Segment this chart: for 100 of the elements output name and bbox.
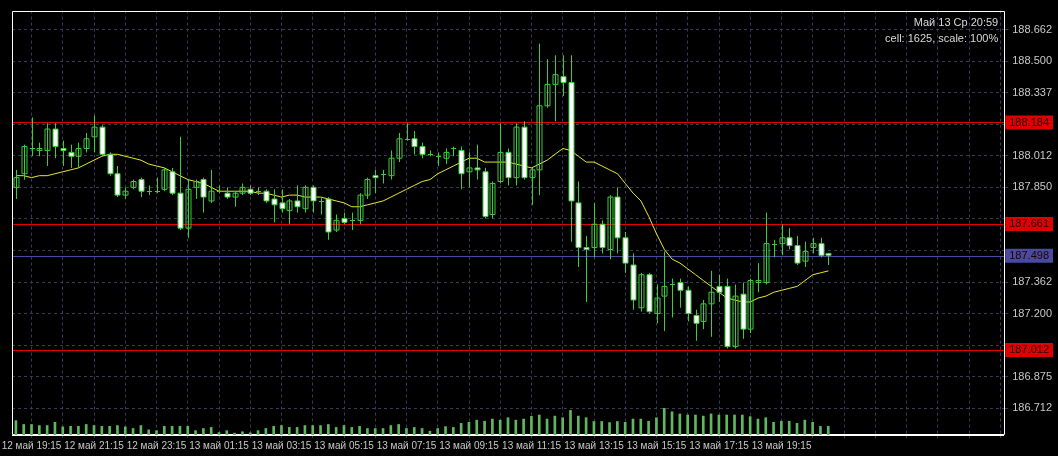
bar — [22, 424, 26, 435]
bar — [819, 426, 822, 435]
bar — [522, 418, 525, 435]
bar — [608, 422, 611, 435]
candlestick — [435, 151, 442, 167]
bar — [358, 426, 361, 435]
bar — [186, 426, 190, 435]
y-tick-label: 187.200 — [1012, 306, 1052, 319]
bar — [209, 427, 213, 435]
x-tick-label: 13 май 13:15 — [564, 439, 625, 451]
x-tick-label: 13 май 03:15 — [251, 439, 312, 451]
ref-line-label: 187.012 — [1009, 343, 1049, 356]
candlestick — [21, 144, 28, 181]
bar — [780, 420, 783, 435]
bar — [194, 430, 197, 435]
bar — [498, 419, 502, 435]
bar — [30, 424, 33, 435]
bar — [116, 425, 119, 435]
x-tick-label: 13 май 17:15 — [689, 439, 750, 451]
x-tick-label: 13 май 11:15 — [502, 439, 562, 451]
bar — [287, 427, 291, 435]
bar — [475, 419, 479, 435]
bar — [38, 425, 41, 435]
x-tick-label: 13 май 19:15 — [751, 439, 812, 451]
bar — [147, 429, 151, 435]
annotation: cell: 1625, scale: 100% — [885, 31, 999, 44]
y-tick-label: 188.500 — [1012, 54, 1052, 67]
y-tick-label: 186.712 — [1012, 401, 1052, 414]
bar — [162, 426, 166, 435]
bar — [772, 421, 775, 435]
bar — [366, 428, 369, 435]
bar — [483, 420, 486, 435]
candlestick — [661, 250, 668, 332]
bar — [569, 410, 572, 435]
bar — [327, 424, 330, 435]
bar — [311, 425, 315, 435]
bar — [61, 426, 65, 435]
bar — [741, 414, 744, 435]
bar — [397, 424, 400, 435]
bar — [77, 426, 80, 435]
bar — [576, 415, 580, 435]
bar — [84, 424, 88, 435]
ref-line-label: 187.498 — [1009, 248, 1049, 261]
bar — [108, 426, 111, 435]
bar — [319, 425, 322, 435]
bar — [686, 414, 689, 435]
y-tick-label: 186.875 — [1012, 369, 1052, 382]
ref-line-label: 187.661 — [1009, 217, 1049, 230]
candlestick — [349, 212, 356, 231]
bar — [530, 416, 533, 435]
bar — [350, 427, 354, 435]
candlestick — [771, 239, 778, 258]
bar — [600, 421, 604, 435]
x-tick-label: 12 май 21:15 — [64, 439, 125, 451]
bar — [412, 427, 416, 435]
y-tick-label: 188.662 — [1012, 22, 1052, 35]
bar — [514, 419, 518, 435]
bar — [655, 417, 658, 435]
bar — [241, 431, 244, 435]
bar — [123, 426, 127, 435]
bar — [100, 426, 104, 435]
bar — [233, 432, 236, 435]
bar — [787, 420, 791, 435]
bar — [280, 425, 283, 435]
annotation: Май 13 Ср 20:59 — [913, 15, 999, 28]
bar — [811, 421, 814, 435]
bar — [373, 428, 377, 435]
bar — [701, 415, 705, 435]
bar — [202, 428, 205, 435]
bar — [725, 414, 729, 435]
bar — [639, 418, 643, 435]
bar — [491, 418, 494, 435]
bar — [451, 427, 455, 435]
bar — [537, 414, 541, 435]
candlestick — [146, 184, 153, 196]
bar — [405, 428, 408, 435]
bar — [826, 426, 830, 435]
bar — [444, 426, 447, 435]
ref-line-label: 188.184 — [1009, 115, 1049, 128]
bar — [225, 430, 229, 435]
x-tick-label: 13 май 07:15 — [376, 439, 437, 451]
bar — [647, 420, 650, 435]
candlestick — [13, 169, 20, 200]
y-tick-label: 187.850 — [1012, 180, 1052, 193]
bar — [69, 426, 72, 435]
candlestick — [669, 278, 676, 318]
y-tick-label: 188.337 — [1012, 85, 1052, 98]
y-tick-label: 188.012 — [1012, 148, 1052, 161]
bar — [272, 426, 275, 435]
x-tick-label: 13 май 01:15 — [189, 439, 250, 451]
x-tick-label: 12 май 23:15 — [126, 439, 187, 451]
x-tick-label: 13 май 15:15 — [626, 439, 687, 451]
bar — [616, 421, 619, 435]
y-tick-label: 187.362 — [1012, 275, 1052, 288]
bar — [155, 430, 158, 435]
x-tick-label: 12 май 19:15 — [1, 439, 62, 451]
bar — [733, 414, 736, 435]
bar — [436, 428, 440, 435]
bar — [561, 417, 565, 435]
bar — [694, 414, 697, 435]
